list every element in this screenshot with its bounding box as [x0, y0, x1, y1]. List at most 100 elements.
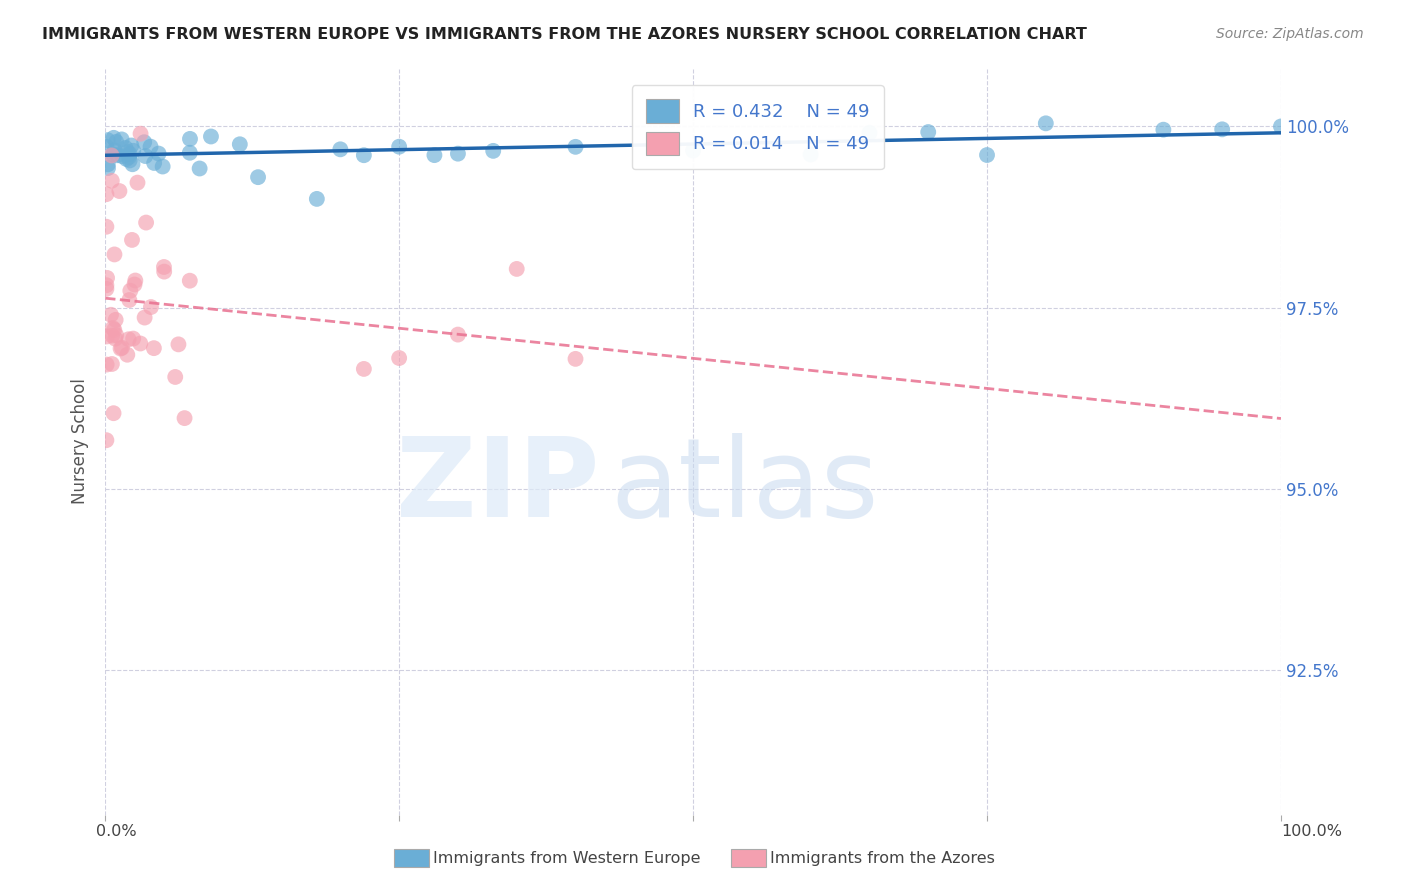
Point — [96, 278, 118, 293]
Point — [682, 144, 704, 158]
Point — [108, 184, 131, 198]
Point — [105, 148, 128, 162]
Point — [564, 351, 586, 366]
Point — [564, 140, 586, 154]
Point — [153, 260, 176, 274]
Point — [104, 332, 127, 346]
Point — [96, 329, 118, 343]
Text: Immigrants from the Azores: Immigrants from the Azores — [770, 851, 995, 865]
Point — [110, 342, 132, 356]
Point — [134, 149, 156, 163]
Point — [173, 411, 195, 425]
Point — [139, 300, 162, 314]
Point — [101, 357, 124, 371]
Point — [103, 131, 125, 145]
Point — [167, 337, 190, 351]
Point — [447, 146, 470, 161]
Text: Immigrants from Western Europe: Immigrants from Western Europe — [433, 851, 700, 865]
Point — [121, 157, 143, 171]
Point — [124, 273, 146, 287]
Point — [96, 433, 118, 447]
Point — [103, 406, 125, 420]
Point — [129, 127, 152, 141]
Point — [101, 174, 124, 188]
Point — [96, 140, 118, 154]
Text: IMMIGRANTS FROM WESTERN EUROPE VS IMMIGRANTS FROM THE AZORES NURSERY SCHOOL CORR: IMMIGRANTS FROM WESTERN EUROPE VS IMMIGR… — [42, 27, 1087, 42]
Point — [111, 132, 134, 146]
Point — [100, 308, 122, 322]
Point — [1270, 120, 1292, 134]
Point — [124, 277, 146, 292]
Point — [114, 141, 136, 155]
Point — [103, 247, 125, 261]
Point — [122, 144, 145, 158]
Point — [97, 133, 120, 147]
Point — [96, 219, 118, 234]
Point — [105, 135, 128, 149]
Point — [117, 348, 139, 362]
Point — [135, 216, 157, 230]
Point — [506, 261, 529, 276]
Point — [134, 135, 156, 149]
Point — [134, 310, 156, 325]
Text: 100.0%: 100.0% — [1282, 824, 1343, 838]
Point — [143, 156, 166, 170]
Point — [1035, 116, 1057, 130]
Point — [97, 157, 120, 171]
Point — [353, 148, 375, 162]
Point — [101, 321, 124, 335]
Text: ZIP: ZIP — [395, 433, 599, 540]
Point — [423, 148, 446, 162]
Point — [200, 129, 222, 144]
Legend: R = 0.432    N = 49, R = 0.014    N = 49: R = 0.432 N = 49, R = 0.014 N = 49 — [631, 85, 884, 169]
Point — [447, 327, 470, 342]
Point — [976, 148, 998, 162]
Text: atlas: atlas — [610, 433, 879, 540]
Point — [179, 132, 201, 146]
Point — [800, 147, 823, 161]
Point — [229, 137, 252, 152]
Point — [118, 293, 141, 307]
Point — [188, 161, 211, 176]
Point — [305, 192, 328, 206]
Point — [127, 176, 149, 190]
Text: 0.0%: 0.0% — [96, 824, 136, 838]
Point — [482, 144, 505, 158]
Point — [152, 160, 174, 174]
Point — [247, 170, 270, 185]
Point — [118, 150, 141, 164]
Point — [179, 274, 201, 288]
Point — [153, 265, 176, 279]
Point — [111, 341, 134, 355]
Y-axis label: Nursery School: Nursery School — [72, 378, 89, 505]
Point — [1152, 122, 1174, 136]
Point — [101, 328, 124, 343]
Point — [117, 332, 139, 346]
Point — [118, 147, 141, 161]
Point — [96, 282, 118, 296]
Point — [97, 161, 120, 175]
Point — [96, 358, 118, 372]
Point — [139, 139, 162, 153]
Point — [917, 125, 939, 139]
Point — [388, 139, 411, 153]
Point — [329, 142, 352, 156]
Point — [388, 351, 411, 365]
Point — [858, 126, 880, 140]
Point — [165, 370, 187, 384]
Point — [179, 145, 201, 160]
Point — [96, 271, 118, 285]
Point — [122, 332, 145, 346]
Point — [142, 341, 165, 355]
Point — [100, 148, 122, 162]
Point — [118, 153, 141, 168]
Point — [1211, 122, 1233, 136]
Point — [117, 145, 139, 160]
Point — [120, 138, 142, 153]
Point — [121, 233, 143, 247]
Text: Source: ZipAtlas.com: Source: ZipAtlas.com — [1216, 27, 1364, 41]
Point — [103, 147, 125, 161]
Point — [353, 362, 375, 376]
Point — [105, 328, 128, 343]
Point — [104, 313, 127, 327]
